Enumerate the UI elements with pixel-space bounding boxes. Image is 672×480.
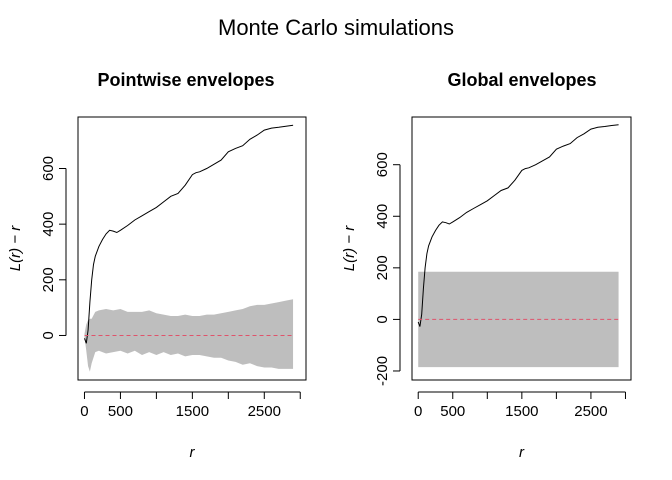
figure-title: Monte Carlo simulations xyxy=(218,15,454,40)
plot-frame xyxy=(77,116,307,381)
y-axis-label: L(r) − r xyxy=(7,225,24,271)
x-axis-label: r xyxy=(519,444,525,461)
y-tick-label: 200 xyxy=(40,267,57,292)
x-tick-label: 500 xyxy=(440,403,465,420)
y-tick-label: 400 xyxy=(374,204,391,229)
panel-pointwise-envelopes: Pointwise envelopes 0 500 1500 2500 r 0 200 400 6… xyxy=(7,70,307,461)
x-tick-label: 0 xyxy=(414,403,422,420)
y-tick-label: 600 xyxy=(374,152,391,177)
y-tick-label: 0 xyxy=(374,315,391,323)
panel-title: Pointwise envelopes xyxy=(97,70,274,90)
plot-frame xyxy=(411,116,632,381)
x-tick-label: 2500 xyxy=(574,403,607,420)
panel-global-envelopes: Global envelopes 0 500 1500 2500 r -200 0 200 400… xyxy=(341,70,632,461)
y-tick-label: -200 xyxy=(374,356,391,386)
y-tick-label: 0 xyxy=(40,331,57,339)
envelope-band xyxy=(84,299,294,372)
x-tick-label: 0 xyxy=(80,403,88,420)
x-tick-label: 1500 xyxy=(176,403,209,420)
x-axis-label: r xyxy=(190,444,196,461)
y-axis-label: L(r) − r xyxy=(341,225,358,271)
x-tick-label: 500 xyxy=(108,403,133,420)
y-tick-label: 600 xyxy=(40,156,57,181)
observed-line xyxy=(417,124,619,327)
x-tick-label: 2500 xyxy=(248,403,281,420)
panel-title: Global envelopes xyxy=(447,70,596,90)
x-tick-label: 1500 xyxy=(505,403,538,420)
y-tick-label: 400 xyxy=(40,212,57,237)
y-tick-label: 200 xyxy=(374,255,391,280)
observed-line xyxy=(84,124,294,344)
